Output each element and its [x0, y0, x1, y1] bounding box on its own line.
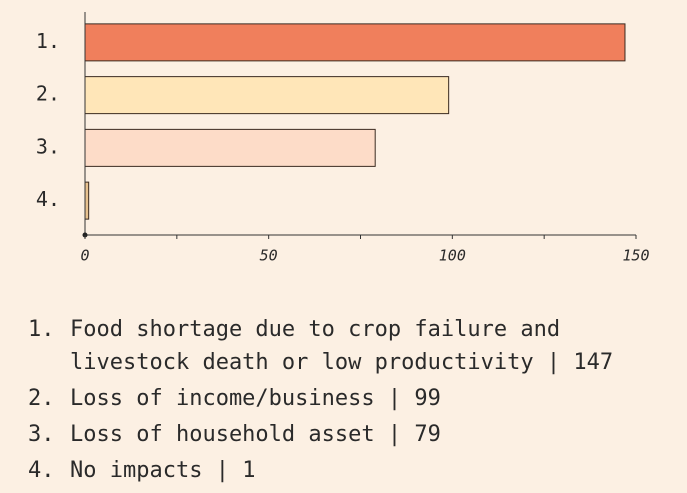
legend-number: 4.	[28, 458, 55, 483]
legend-item: 2. Loss of income/business | 99	[28, 381, 670, 417]
legend-label: Food shortage due to crop failure and li…	[70, 317, 561, 375]
legend-separator: |	[374, 422, 415, 447]
x-tick-label: 0	[80, 247, 89, 265]
x-tick-label: 100	[439, 247, 466, 265]
x-tick-label: 150	[622, 247, 649, 265]
legend-text: Loss of income/business | 99	[70, 381, 670, 417]
legend-label: Loss of income/business	[70, 386, 375, 411]
legend-text: No impacts | 1	[70, 453, 670, 489]
legend-separator: |	[202, 458, 243, 483]
y-tick-label: 3.	[36, 134, 60, 158]
legend-number: 2.	[28, 386, 55, 411]
legend: 1. Food shortage due to crop failure and …	[28, 312, 670, 489]
legend-number: 1.	[28, 317, 55, 342]
legend-item: 4. No impacts | 1	[28, 453, 670, 489]
y-tick-label: 4.	[36, 187, 60, 211]
legend-label: Loss of household asset	[70, 422, 375, 447]
y-tick-label: 1.	[36, 29, 60, 53]
legend-item: 3. Loss of household asset | 79	[28, 417, 670, 453]
x-tick-label: 50	[260, 247, 278, 265]
legend-value: 99	[414, 386, 441, 411]
y-tick-label: 2.	[36, 82, 60, 106]
bar	[84, 76, 450, 115]
legend-label: No impacts	[70, 458, 203, 483]
bar	[84, 181, 90, 220]
legend-item: 1. Food shortage due to crop failure and …	[28, 312, 670, 381]
bar	[84, 23, 626, 62]
legend-text: Food shortage due to crop failure and li…	[70, 312, 670, 381]
legend-separator: |	[533, 350, 574, 375]
legend-value: 147	[573, 350, 614, 375]
legend-number: 3.	[28, 422, 55, 447]
legend-value: 1	[242, 458, 256, 483]
chart: 1. 2. 3. 4. 0 50 100 150	[36, 12, 650, 265]
legend-separator: |	[374, 386, 415, 411]
legend-value: 79	[414, 422, 441, 447]
legend-text: Loss of household asset | 79	[70, 417, 670, 453]
bar	[84, 128, 376, 167]
